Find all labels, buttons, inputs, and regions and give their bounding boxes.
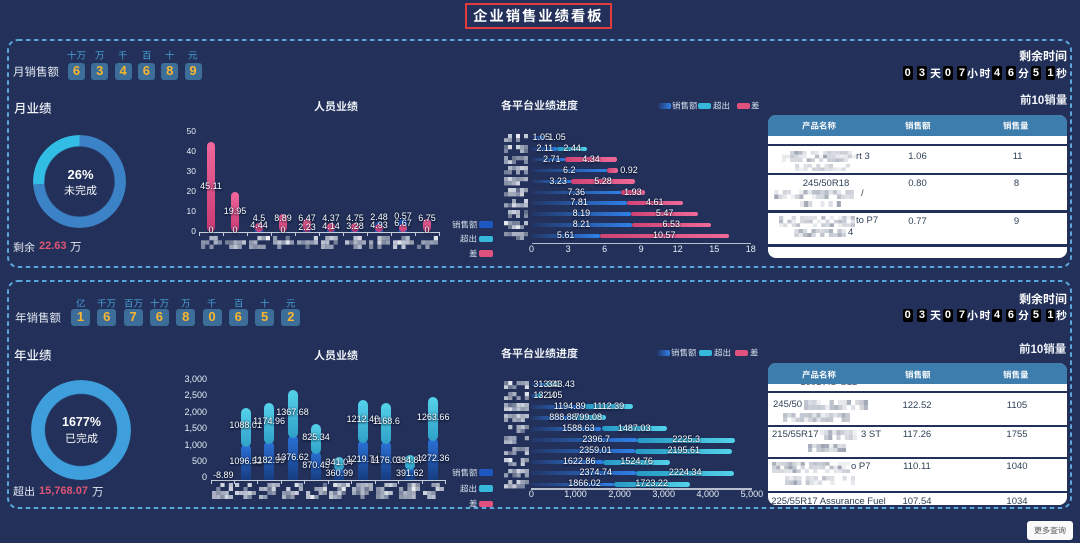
svg-text:10: 10 xyxy=(1030,344,1043,356)
svg-text:10: 10 xyxy=(1031,95,1044,107)
